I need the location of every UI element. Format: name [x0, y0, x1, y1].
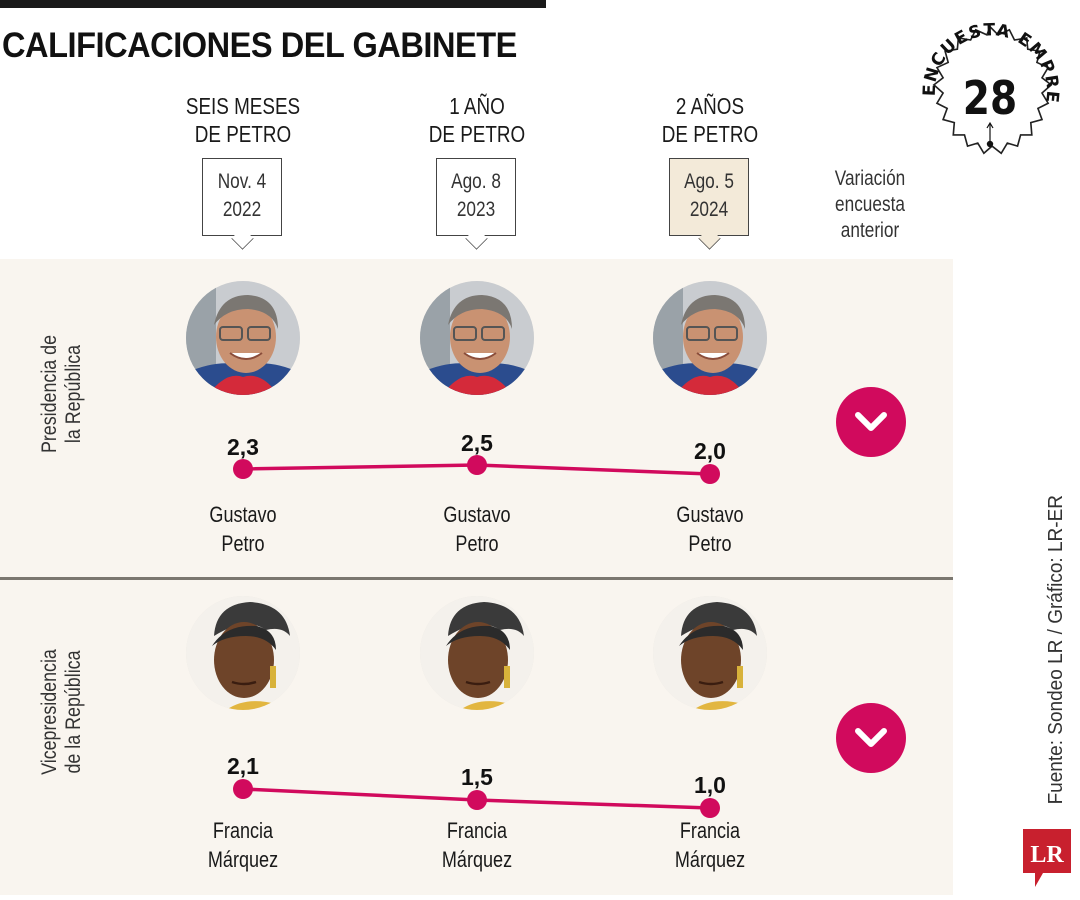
value-label: 2,1: [227, 753, 259, 779]
variation-header: Variación encuesta anterior: [834, 167, 906, 242]
portrait-woman-icon: [420, 596, 534, 710]
avatar-petro-1: [186, 281, 300, 395]
avatar-marquez-1: [186, 596, 300, 710]
person-name: Francia Márquez: [441, 818, 513, 872]
chevron-down-circle-icon: [836, 387, 906, 457]
row-label-vicepresidencia: Vicepresidencia de la República: [38, 649, 85, 775]
seal-badge-icon: ENCUESTA EMPRESARIAL 28: [906, 6, 1061, 155]
date-box-1: Nov. 4 2022: [202, 158, 282, 236]
value-label: 2,5: [461, 430, 493, 456]
svg-text:LR: LR: [1030, 842, 1064, 868]
portrait-woman-icon: [186, 596, 300, 710]
row-divider: [0, 577, 953, 580]
page-title: CALIFICACIONES DEL GABINETE: [2, 26, 517, 65]
person-name: Gustavo Petro: [676, 502, 744, 556]
avatar-petro-2: [420, 281, 534, 395]
value-label: 1,0: [694, 772, 726, 798]
value-label: 2,0: [694, 438, 726, 464]
value-label: 1,5: [461, 764, 493, 790]
avatar-marquez-2: [420, 596, 534, 710]
avatar-petro-3: [653, 281, 767, 395]
person-name: Gustavo Petro: [209, 502, 277, 556]
portrait-man-icon: [186, 281, 300, 395]
chevron-down-circle-icon: [836, 703, 906, 773]
avatar-marquez-3: [653, 596, 767, 710]
top-rule: [0, 0, 546, 8]
svg-text:28: 28: [963, 72, 1017, 126]
person-name: Francia Márquez: [674, 818, 746, 872]
person-name: Gustavo Petro: [443, 502, 511, 556]
value-label: 2,3: [227, 434, 259, 460]
period-header-2: 1 AÑO DE PETRO: [428, 93, 526, 147]
date-box-2: Ago. 8 2023: [436, 158, 516, 236]
period-header-3: 2 AÑOS DE PETRO: [661, 93, 759, 147]
portrait-man-icon: [653, 281, 767, 395]
lr-logo-icon: LR: [1023, 829, 1071, 887]
portrait-man-icon: [420, 281, 534, 395]
person-name: Francia Márquez: [207, 818, 279, 872]
period-header-1: SEIS MESES DE PETRO: [185, 93, 301, 147]
source-credit: Fuente: Sondeo LR / Gráfico: LR-ER: [1045, 495, 1067, 805]
row-label-presidencia: Presidencia de la República: [38, 334, 85, 454]
portrait-woman-icon: [653, 596, 767, 710]
date-box-3-current: Ago. 5 2024: [669, 158, 749, 236]
